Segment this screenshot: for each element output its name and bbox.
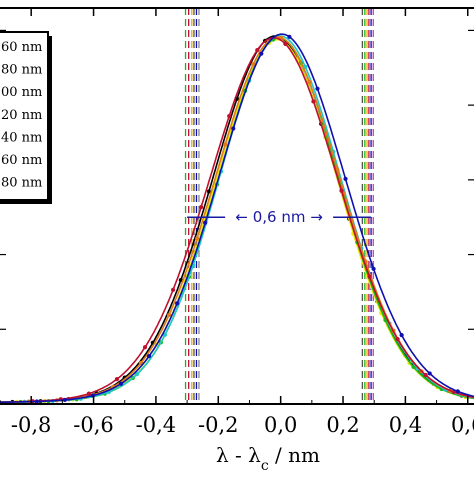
x-tick-label-7: 0,6 xyxy=(451,413,474,437)
series-6-point xyxy=(118,381,124,386)
legend-box xyxy=(0,31,49,201)
series-6-point xyxy=(371,266,376,271)
axes xyxy=(0,7,474,405)
series-6-point xyxy=(203,220,208,225)
series-4-point xyxy=(335,167,340,172)
annotation-label: ← 0,6 nm → xyxy=(235,208,322,226)
series-5-point xyxy=(423,372,428,378)
series-5-point xyxy=(142,345,148,350)
series-4-point xyxy=(194,236,200,241)
series-5-point xyxy=(283,41,288,46)
series-6-point xyxy=(399,332,404,338)
series-5-point xyxy=(339,188,344,193)
series-5-point xyxy=(311,99,316,104)
x-axis-title: λ - λc / nm xyxy=(216,443,320,474)
legend: 60 nm 80 nm 00 nm 20 nm 40 nm 60 nm 80 nm xyxy=(0,31,52,204)
x-tick-label-2: -0,4 xyxy=(136,413,177,437)
series-layer xyxy=(0,33,474,405)
series-line-6 xyxy=(0,33,474,404)
legend-entry-0: 60 nm xyxy=(1,40,42,55)
legend-entry-6: 80 nm xyxy=(1,176,42,191)
series-3-point xyxy=(134,372,139,377)
series-6-point xyxy=(146,354,152,359)
legend-entry-3: 20 nm xyxy=(1,108,42,123)
x-tick-label-1: -0,6 xyxy=(73,413,114,437)
annotation: ← 0,6 nm → xyxy=(187,208,372,226)
series-5-point xyxy=(227,114,232,119)
series-0-point xyxy=(206,189,212,194)
series-6-point xyxy=(455,389,460,394)
series-6-point xyxy=(315,86,320,91)
series-5-point xyxy=(367,274,372,279)
series-6-point xyxy=(62,397,67,403)
series-3-point xyxy=(162,332,168,337)
x-ticks: -0,8 -0,6 -0,4 -0,2 0,0 0,2 0,4 0,6 xyxy=(0,8,474,437)
legend-entry-1: 80 nm xyxy=(1,63,42,78)
x-tick-label-6: 0,4 xyxy=(389,413,422,437)
series-6-point xyxy=(259,51,264,56)
plot-frame xyxy=(0,7,474,405)
series-6-point xyxy=(427,371,432,376)
series-6-point xyxy=(34,399,39,404)
series-5-point xyxy=(255,47,260,53)
series-6-point xyxy=(231,126,236,131)
series-5-point xyxy=(199,205,204,210)
x-tick-label-5: 0,2 xyxy=(326,413,359,437)
x-tick-label-4: 0,0 xyxy=(264,413,297,437)
vertical-lines xyxy=(184,8,374,404)
series-5-point xyxy=(395,336,400,342)
series-line-5 xyxy=(0,37,474,403)
series-6-point xyxy=(287,34,292,39)
series-5-point xyxy=(170,287,176,292)
legend-entry-2: 00 nm xyxy=(1,85,42,100)
series-4-point xyxy=(251,62,256,67)
legend-entry-4: 40 nm xyxy=(1,130,42,145)
series-5-point xyxy=(114,377,120,382)
x-tick-label-0: -0,8 xyxy=(11,413,52,437)
series-4-point xyxy=(166,312,172,318)
series-4-point xyxy=(307,79,312,85)
series-4-point xyxy=(223,142,228,147)
series-6-point xyxy=(343,176,348,181)
series-5-point xyxy=(86,391,91,396)
legend-entry-5: 60 nm xyxy=(1,153,42,168)
series-6-point xyxy=(175,301,180,306)
x-tick-label-3: -0,2 xyxy=(198,413,239,437)
